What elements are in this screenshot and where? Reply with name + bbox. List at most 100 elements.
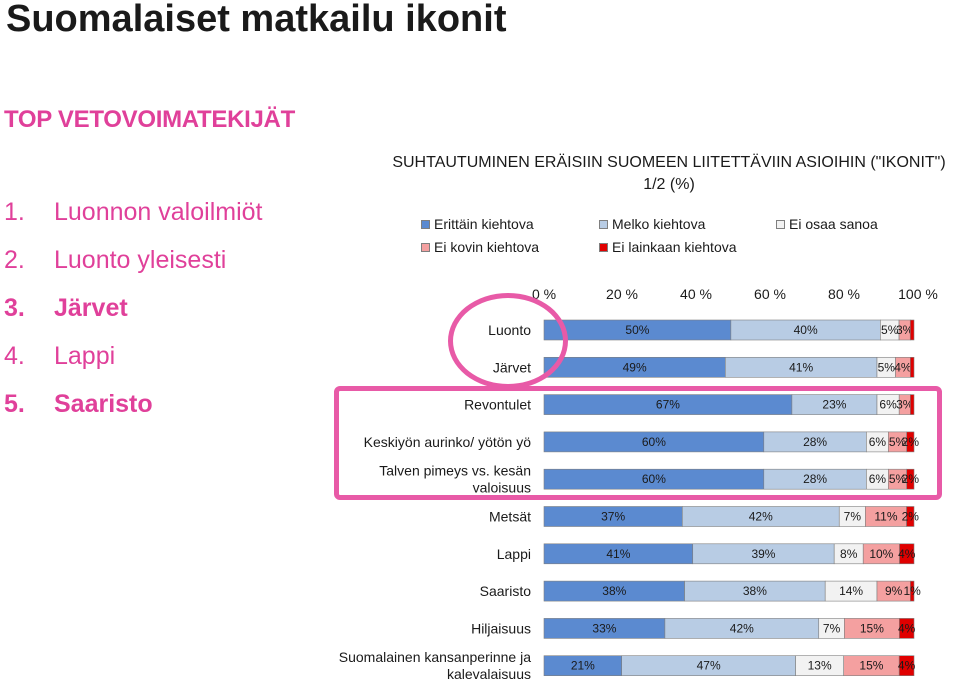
- category-label: Keskiyön aurinko/ yötön yö: [364, 434, 532, 450]
- chart-title: SUHTAUTUMINEN ERÄISIIN SUOMEEN LIITETTÄV…: [392, 154, 946, 193]
- ranking-label: Järvet: [54, 294, 128, 322]
- data-label: 11%: [874, 510, 897, 524]
- data-label: 60%: [642, 472, 666, 486]
- data-label: 42%: [749, 510, 773, 524]
- category-label: Talven pimeys vs. kesän: [379, 463, 531, 479]
- legend-label: Ei osaa sanoa: [789, 216, 878, 232]
- x-tick-label: 20 %: [606, 286, 638, 302]
- legend-item: Erittäin kiehtova: [421, 216, 534, 232]
- data-label: 38%: [602, 584, 626, 598]
- data-label: 6%: [869, 435, 887, 449]
- category-label: kalevalaisuus: [447, 666, 531, 682]
- bar-segment: [906, 468, 915, 490]
- legend-swatch: [599, 242, 608, 252]
- data-label: 14%: [839, 584, 863, 598]
- data-label: 13%: [808, 659, 832, 673]
- bar-segment: [909, 319, 915, 341]
- x-tick-label: 60 %: [754, 286, 786, 302]
- category-label: Suomalainen kansanperinne ja: [339, 649, 531, 665]
- category-label: Hiljaisuus: [471, 620, 531, 636]
- data-label: 39%: [751, 547, 775, 561]
- ranking-label: Luonnon valoilmiöt: [54, 198, 263, 226]
- data-label: 9%: [885, 584, 903, 598]
- data-label: 33%: [592, 621, 616, 635]
- data-label: 4%: [894, 360, 912, 374]
- data-label: 37%: [601, 510, 625, 524]
- data-label: 5%: [878, 360, 896, 374]
- bar-segment: [906, 506, 915, 527]
- data-label: 3%: [896, 398, 914, 412]
- legend-label: Ei lainkaan kiehtova: [612, 239, 737, 255]
- data-label: 5%: [881, 323, 899, 337]
- data-label: 7%: [823, 621, 841, 635]
- ranking-number: 3.: [4, 294, 25, 322]
- data-label: 28%: [803, 472, 827, 486]
- category-label: Lappi: [497, 546, 531, 562]
- data-label: 15%: [859, 659, 883, 673]
- legend-label: Erittäin kiehtova: [434, 216, 534, 232]
- data-label: 47%: [697, 659, 721, 673]
- legend-swatch: [776, 219, 785, 229]
- ranking-item: 3. Järvet: [4, 294, 262, 342]
- bar-segment: [899, 543, 915, 565]
- data-label: 2%: [902, 472, 920, 486]
- ranking-label: Saaristo: [54, 390, 153, 418]
- ranking-number: 1.: [4, 198, 25, 226]
- legend-item: Ei osaa sanoa: [776, 216, 878, 232]
- top-attractions-heading: TOP VETOVOIMATEKIJÄT: [4, 106, 295, 133]
- data-label: 23%: [822, 398, 846, 412]
- highlight-circle: [448, 293, 568, 389]
- ranking-item: 5. Saaristo: [4, 390, 262, 438]
- data-label: 28%: [803, 435, 827, 449]
- ranking-number: 5.: [4, 390, 25, 418]
- data-label: 6%: [879, 398, 897, 412]
- category-label: Revontulet: [464, 397, 531, 413]
- data-label: 3%: [896, 323, 914, 337]
- chart-legend: Erittäin kiehtova Melko kiehtova Ei osaa…: [421, 216, 941, 262]
- ranking-number: 2.: [4, 246, 25, 274]
- legend-item: Ei kovin kiehtova: [421, 239, 539, 255]
- page-title: Suomalaiset matkailu ikonit: [6, 0, 507, 40]
- legend-swatch: [599, 219, 608, 229]
- bar-segment: [899, 618, 915, 639]
- data-label: 7%: [844, 510, 862, 524]
- data-label: 49%: [623, 360, 647, 374]
- category-label: Metsät: [489, 509, 531, 525]
- data-label: 41%: [789, 360, 813, 374]
- ranking-label: Lappi: [54, 342, 116, 370]
- x-tick-label: 80 %: [828, 286, 860, 302]
- x-tick-label: 40 %: [680, 286, 712, 302]
- category-label: Saaristo: [480, 583, 532, 599]
- data-label: 15%: [860, 621, 884, 635]
- data-label: 4%: [898, 547, 916, 561]
- ranking-label: Luonto yleisesti: [54, 246, 227, 274]
- ranking-number: 4.: [4, 342, 25, 370]
- data-label: 4%: [898, 659, 916, 673]
- data-label: 8%: [840, 547, 858, 561]
- data-label: 1%: [903, 584, 921, 598]
- data-label: 41%: [606, 547, 630, 561]
- data-label: 60%: [642, 435, 666, 449]
- data-label: 4%: [898, 621, 916, 635]
- x-tick-label: 100 %: [898, 286, 938, 302]
- legend-item: Melko kiehtova: [599, 216, 705, 232]
- data-label: 67%: [656, 398, 680, 412]
- highlight-box: [334, 386, 942, 500]
- bar-segment: [909, 394, 915, 415]
- data-label: 10%: [869, 547, 893, 561]
- bar-segment: [909, 580, 915, 602]
- data-label: 42%: [730, 621, 754, 635]
- legend-label: Melko kiehtova: [612, 216, 706, 232]
- ranking-item: 2. Luonto yleisesti: [4, 246, 262, 294]
- legend-swatch: [421, 219, 430, 229]
- data-label: 21%: [571, 659, 595, 673]
- ranking-item: 4. Lappi: [4, 342, 262, 390]
- data-label: 5%: [889, 435, 907, 449]
- legend-label: Ei kovin kiehtova: [434, 239, 540, 255]
- x-tick-label: 0 %: [532, 286, 556, 302]
- ranking-item: 1. Luonnon valoilmiöt: [4, 198, 262, 246]
- data-label: 6%: [869, 472, 887, 486]
- data-label: 5%: [889, 472, 907, 486]
- bar-segment: [906, 431, 915, 453]
